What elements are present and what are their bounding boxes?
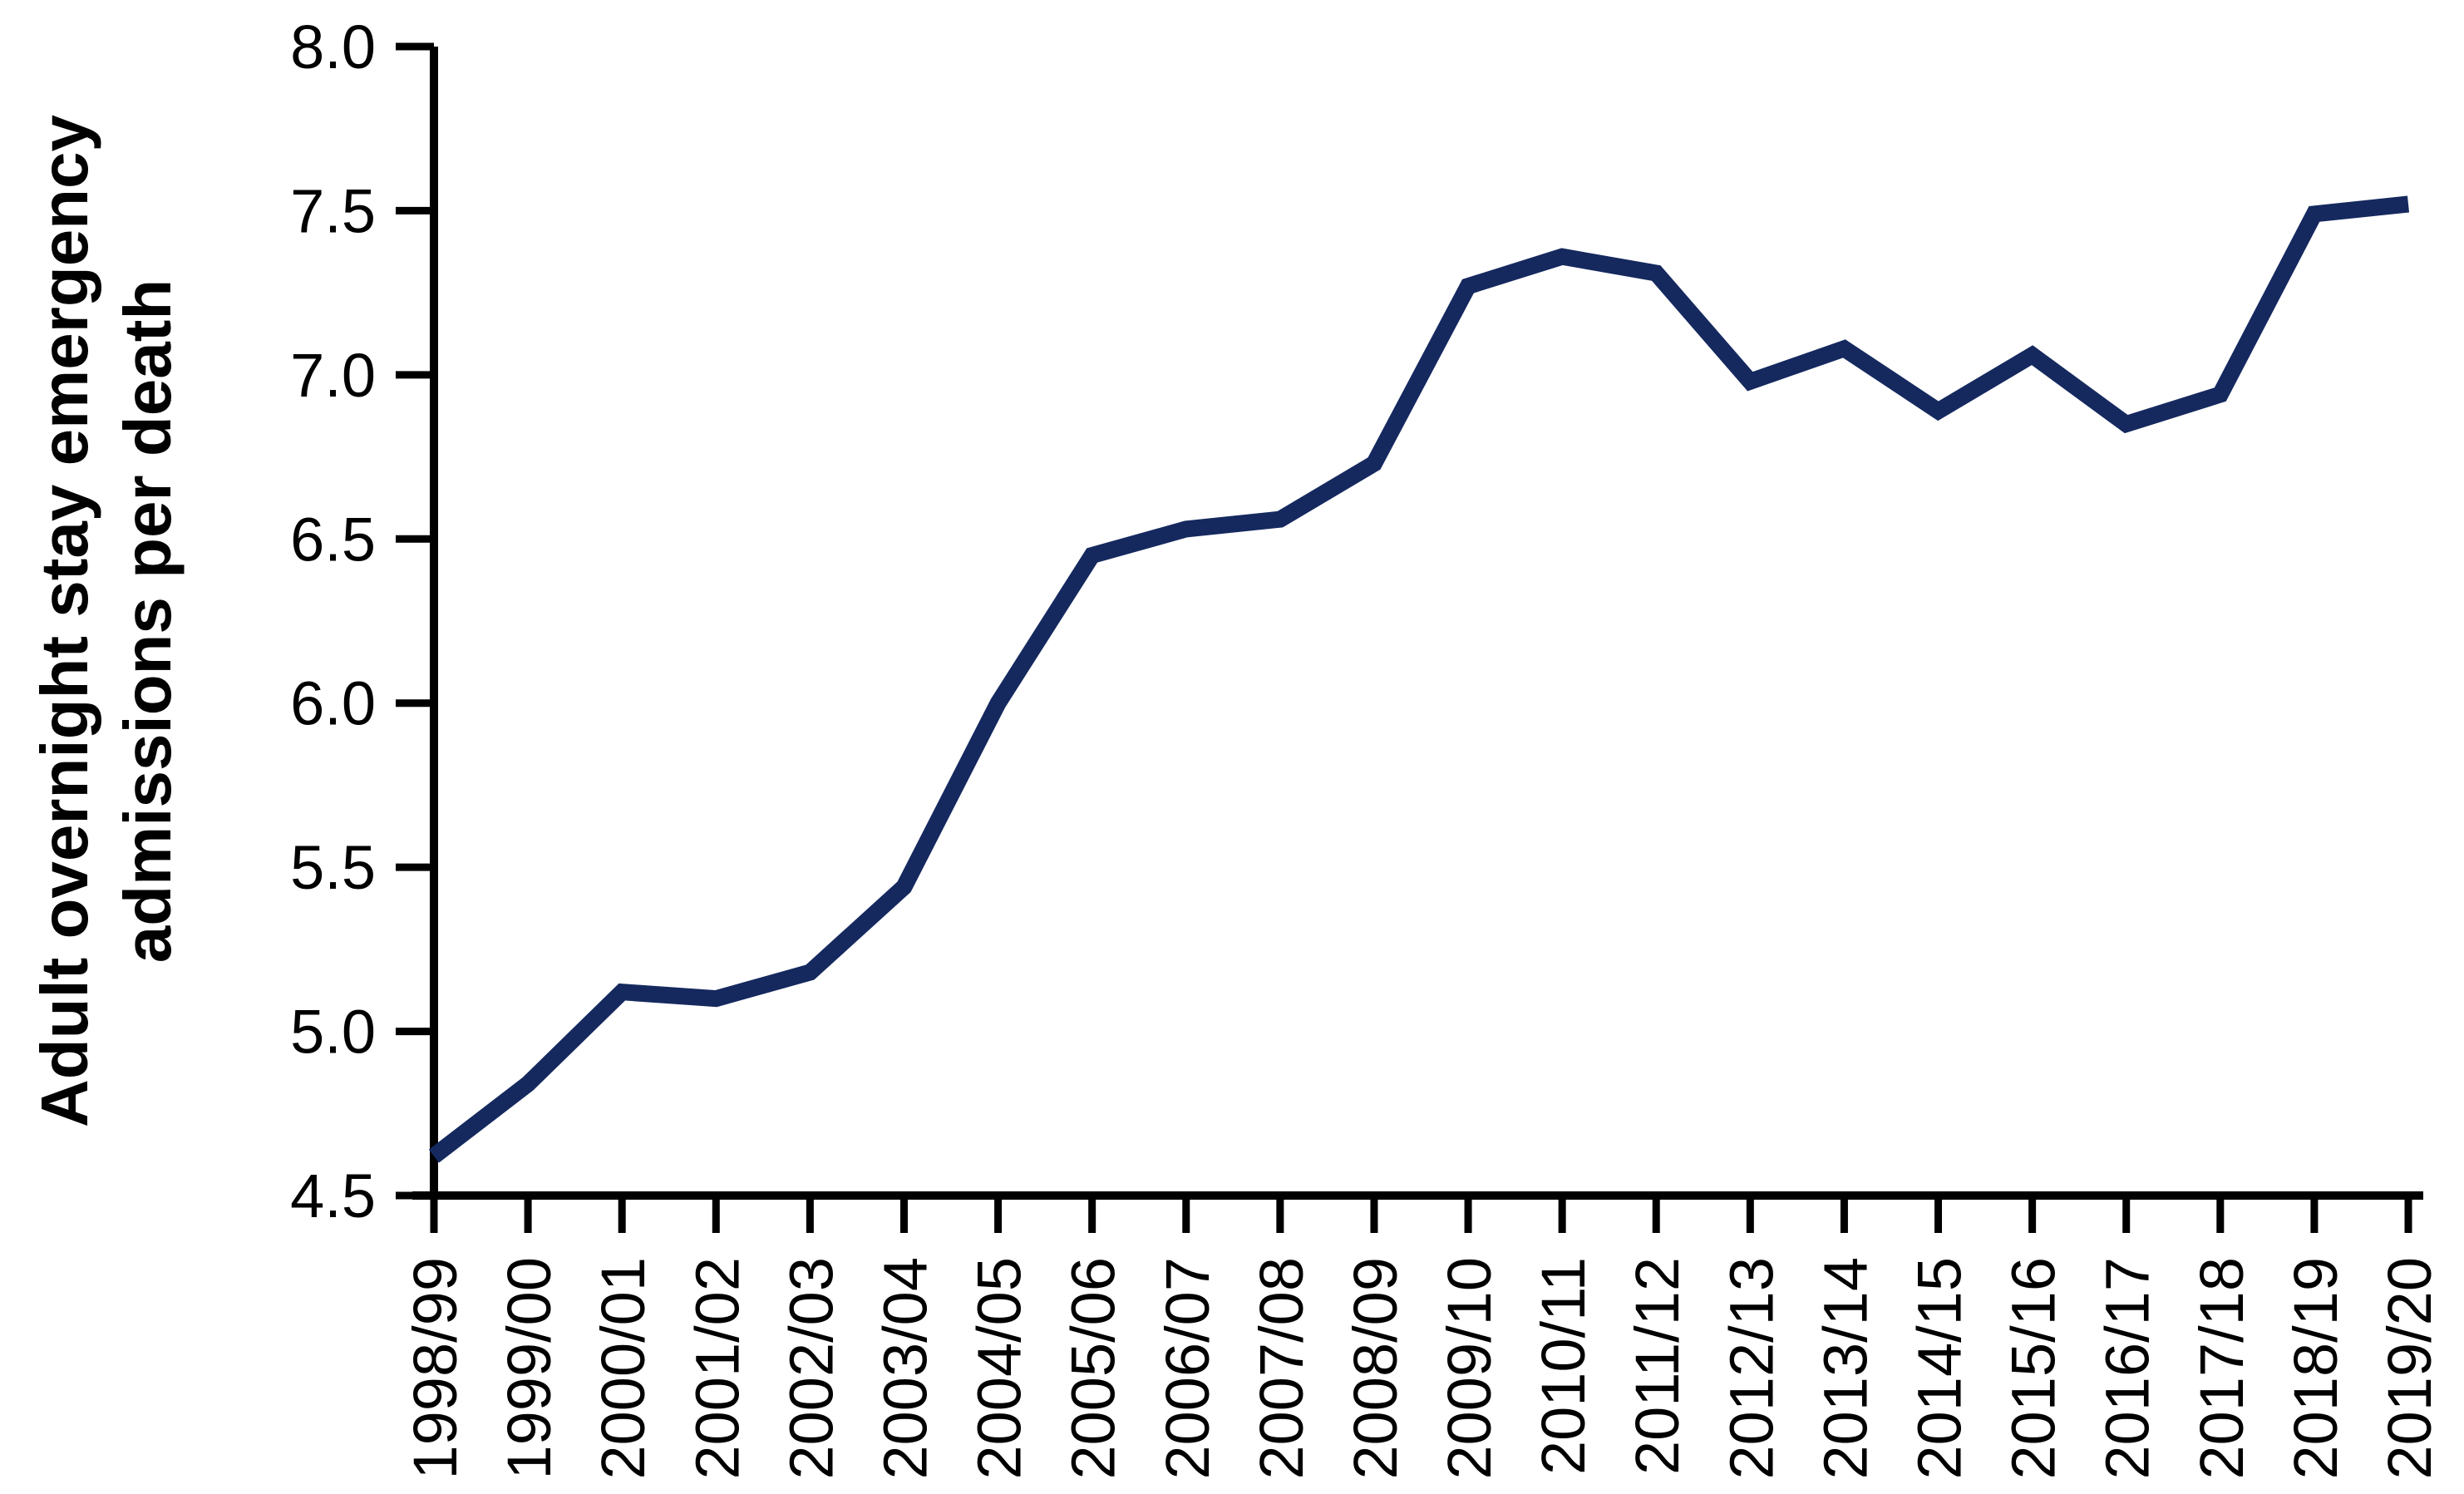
x-tick-label: 2012/13 [1717, 1257, 1786, 1480]
x-tick-label: 2014/15 [1905, 1257, 1974, 1480]
x-tick-label: 2010/11 [1529, 1257, 1598, 1475]
x-tick-label: 2013/14 [1811, 1257, 1880, 1480]
y-tick-label: 7.5 [290, 176, 376, 245]
x-tick-label: 1999/00 [495, 1257, 564, 1480]
x-tick-label: 2015/16 [1999, 1257, 2068, 1480]
y-tick-label: 5.5 [290, 833, 376, 902]
x-tick-label: 2008/09 [1341, 1257, 1410, 1480]
y-axis-title-line-2: admissions per death [111, 279, 185, 963]
y-tick-label: 4.5 [290, 1161, 376, 1230]
x-tick-label: 2016/17 [2093, 1257, 2162, 1480]
x-tick-label: 2006/07 [1153, 1257, 1222, 1480]
x-tick-label: 2018/19 [2281, 1257, 2350, 1480]
x-tick-label: 2003/04 [870, 1257, 939, 1480]
y-tick-label: 7.0 [290, 341, 376, 410]
x-tick-label: 2019/20 [2375, 1257, 2444, 1480]
x-tick-label: 2011/12 [1623, 1257, 1692, 1475]
y-tick-label: 6.0 [290, 669, 376, 738]
x-tick-label: 2005/06 [1059, 1257, 1128, 1480]
x-tick-label: 2009/10 [1435, 1257, 1504, 1480]
x-tick-label: 2017/18 [2187, 1257, 2256, 1480]
y-tick-label: 6.5 [290, 505, 376, 574]
x-tick-label: 2001/02 [683, 1257, 752, 1480]
y-tick-label: 5.0 [290, 998, 376, 1067]
y-tick-label: 8.0 [290, 12, 376, 81]
data-line-series [428, 195, 2410, 1163]
x-tick-label: 2004/05 [965, 1257, 1034, 1480]
x-tick-label: 2000/01 [589, 1257, 658, 1480]
x-tick-label: 1998/99 [401, 1257, 470, 1480]
x-tick-label: 2007/08 [1247, 1257, 1316, 1480]
x-tick-label: 2002/03 [776, 1257, 845, 1480]
y-axis-title-line-1: Adult overnight stay emergency [27, 114, 101, 1127]
